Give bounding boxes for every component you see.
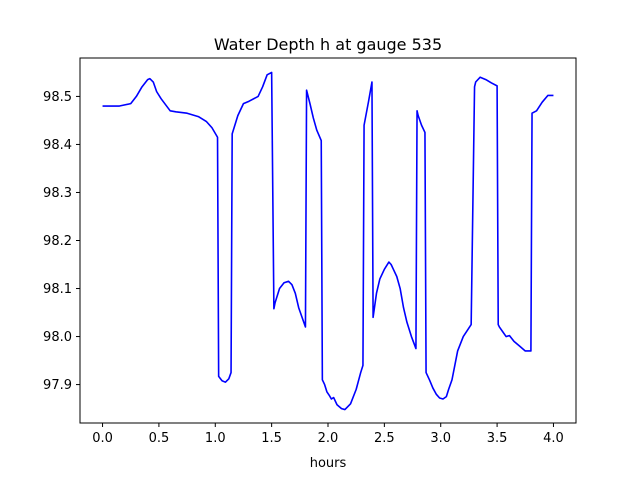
x-tick-label: 2.5 bbox=[374, 431, 395, 446]
y-tick-label: 98.2 bbox=[43, 234, 72, 249]
x-axis: 0.0 0.5 1.0 1.5 2.0 2.5 3.0 3.5 4.0 bbox=[92, 423, 564, 446]
y-tick-label: 98.1 bbox=[43, 282, 72, 297]
plot-frame bbox=[79, 57, 577, 424]
x-axis-label: hours bbox=[310, 456, 347, 471]
x-tick-label: 0.5 bbox=[149, 431, 170, 446]
y-tick-label: 98.5 bbox=[43, 90, 72, 105]
chart-title: Water Depth h at gauge 535 bbox=[214, 35, 442, 54]
x-tick-label: 2.0 bbox=[318, 431, 339, 446]
y-tick-label: 98.4 bbox=[43, 138, 72, 153]
x-tick-label: 0.0 bbox=[92, 431, 113, 446]
x-tick-label: 1.5 bbox=[261, 431, 282, 446]
y-tick-label: 98.3 bbox=[43, 186, 72, 201]
x-tick-label: 4.0 bbox=[543, 431, 564, 446]
x-tick-label: 1.0 bbox=[205, 431, 226, 446]
plot-area bbox=[102, 71, 554, 411]
series-line-0 bbox=[102, 71, 554, 411]
x-tick-label: 3.0 bbox=[430, 431, 451, 446]
y-tick-label: 97.9 bbox=[43, 378, 72, 393]
y-axis: 97.9 98.0 98.1 98.2 98.3 98.4 98.5 bbox=[43, 90, 80, 393]
y-tick-label: 98.0 bbox=[43, 330, 72, 345]
x-tick-label: 3.5 bbox=[487, 431, 508, 446]
